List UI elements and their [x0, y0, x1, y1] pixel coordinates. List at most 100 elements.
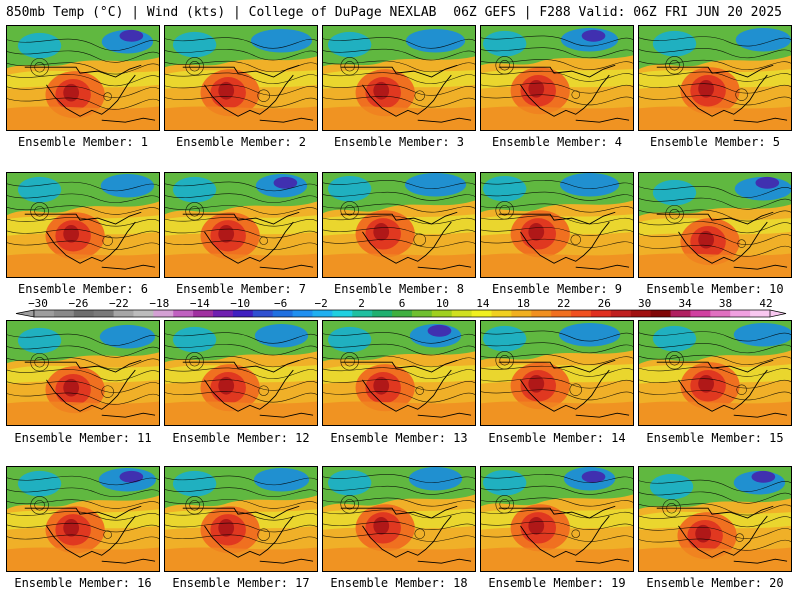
- colorbar-swatch: [372, 310, 393, 317]
- colorbar-swatch: [272, 310, 294, 317]
- ensemble-member-map: [322, 25, 476, 131]
- colorbar-swatch: [650, 310, 672, 317]
- ensemble-member-label: Ensemble Member: 7: [175, 282, 307, 296]
- colorbar-swatch: [34, 310, 55, 317]
- ensemble-member-label: Ensemble Member: 14: [488, 431, 626, 445]
- ensemble-member-map: [164, 25, 318, 131]
- colorbar-tick-label: −2: [314, 297, 327, 310]
- colorbar-swatch: [93, 310, 115, 317]
- colorbar-swatch: [392, 310, 413, 317]
- ensemble-member-label: Ensemble Member: 10: [646, 282, 784, 296]
- ensemble-member-label: Ensemble Member: 12: [172, 431, 310, 445]
- ensemble-member-label: Ensemble Member: 3: [333, 135, 465, 149]
- ensemble-member-label: Ensemble Member: 19: [488, 576, 626, 590]
- colorbar-swatch: [292, 310, 313, 317]
- ensemble-member-map: [164, 172, 318, 278]
- ensemble-member-map: [638, 25, 792, 131]
- ensemble-member-label: Ensemble Member: 11: [14, 431, 152, 445]
- colorbar-swatch: [133, 310, 154, 317]
- colorbar-swatch: [491, 310, 512, 317]
- colorbar-swatch: [511, 310, 532, 317]
- colorbar-tick-label: 34: [678, 297, 692, 310]
- colorbar-tick-label: 14: [476, 297, 490, 310]
- ensemble-member-map: [480, 320, 634, 426]
- colorbar-swatch: [332, 310, 353, 317]
- ensemble-member-map: [6, 172, 160, 278]
- colorbar-swatch: [730, 310, 751, 317]
- ensemble-member-map: [322, 172, 476, 278]
- ensemble-member-label: Ensemble Member: 6: [17, 282, 149, 296]
- ensemble-member-map: [480, 25, 634, 131]
- ensemble-member-map: [480, 172, 634, 278]
- colorbar-swatch: [431, 310, 453, 317]
- colorbar-swatch: [710, 310, 731, 317]
- ensemble-member-label: Ensemble Member: 18: [330, 576, 468, 590]
- colorbar-swatch: [610, 310, 632, 317]
- colorbar-swatch: [630, 310, 652, 317]
- ensemble-member-map: [638, 320, 792, 426]
- ensemble-member-label: Ensemble Member: 4: [491, 135, 623, 149]
- colorbar-swatch: [53, 310, 75, 317]
- ensemble-member-map: [638, 172, 792, 278]
- colorbar-swatch: [590, 310, 612, 317]
- colorbar-tick-label: 42: [759, 297, 772, 310]
- colorbar-swatch: [551, 310, 572, 317]
- colorbar-tick-label: 30: [638, 297, 651, 310]
- colorbar-swatch: [352, 310, 373, 317]
- model-valid-time: 06Z GEFS | F288 Valid: 06Z FRI JUN 20 20…: [453, 5, 782, 20]
- colorbar-tick-label: 38: [719, 297, 732, 310]
- ensemble-member-map: [164, 320, 318, 426]
- ensemble-member-label: Ensemble Member: 20: [646, 576, 784, 590]
- ensemble-member-map: [638, 466, 792, 572]
- colorbar-tick-label: 18: [517, 297, 530, 310]
- ensemble-member-label: Ensemble Member: 13: [330, 431, 468, 445]
- ensemble-member-label: Ensemble Member: 2: [175, 135, 307, 149]
- colorbar-tick-label: −18: [149, 297, 169, 310]
- colorbar-tick-label: −22: [109, 297, 129, 310]
- colorbar-swatch: [113, 310, 134, 317]
- colorbar-swatch: [690, 310, 711, 317]
- ensemble-member-label: Ensemble Member: 16: [14, 576, 152, 590]
- ensemble-member-label: Ensemble Member: 15: [646, 431, 784, 445]
- ensemble-member-label: Ensemble Member: 8: [333, 282, 465, 296]
- colorbar-swatch: [531, 310, 552, 317]
- ensemble-member-label: Ensemble Member: 17: [172, 576, 310, 590]
- colorbar-swatch: [213, 310, 234, 317]
- colorbar-swatch: [193, 310, 214, 317]
- colorbar-tick-label: −10: [230, 297, 250, 310]
- colorbar-tick-label: −30: [28, 297, 48, 310]
- ensemble-member-map: [6, 25, 160, 131]
- colorbar-tick-label: 6: [399, 297, 406, 310]
- colorbar-right-arrow: [769, 309, 787, 318]
- colorbar-swatch: [153, 310, 174, 317]
- colorbar-tick-label: −26: [69, 297, 89, 310]
- colorbar-swatch: [750, 310, 771, 317]
- ensemble-member-label: Ensemble Member: 1: [17, 135, 149, 149]
- colorbar-swatch: [411, 310, 433, 317]
- colorbar-tick-label: 10: [436, 297, 449, 310]
- colorbar-swatch: [471, 310, 493, 317]
- colorbar-swatch: [451, 310, 473, 317]
- ensemble-member-map: [6, 466, 160, 572]
- ensemble-member-map: [480, 466, 634, 572]
- colorbar-swatch: [670, 310, 691, 317]
- colorbar-tick-label: 22: [557, 297, 570, 310]
- product-title: 850mb Temp (°C) | Wind (kts) | College o…: [6, 5, 437, 20]
- temperature-colorbar: −30 −26 −22 −18 −14 −10 −6 −2 2 6 10 14 18 22 26 30 34 38…: [0, 297, 800, 321]
- colorbar-swatch: [73, 310, 95, 317]
- ensemble-member-label: Ensemble Member: 9: [491, 282, 623, 296]
- ensemble-member-label: Ensemble Member: 5: [649, 135, 781, 149]
- colorbar-tick-label: 2: [358, 297, 365, 310]
- ensemble-member-map: [6, 320, 160, 426]
- colorbar-swatch: [232, 310, 254, 317]
- colorbar-tick-label: −14: [190, 297, 210, 310]
- colorbar-swatch: [173, 310, 194, 317]
- ensemble-member-map: [164, 466, 318, 572]
- colorbar-left-arrow: [15, 309, 35, 318]
- ensemble-member-map: [322, 466, 476, 572]
- colorbar-tick-label: 26: [598, 297, 611, 310]
- colorbar-swatch: [312, 310, 333, 317]
- colorbar-tick-label: −6: [274, 297, 287, 310]
- ensemble-member-map: [322, 320, 476, 426]
- colorbar-swatch: [252, 310, 274, 317]
